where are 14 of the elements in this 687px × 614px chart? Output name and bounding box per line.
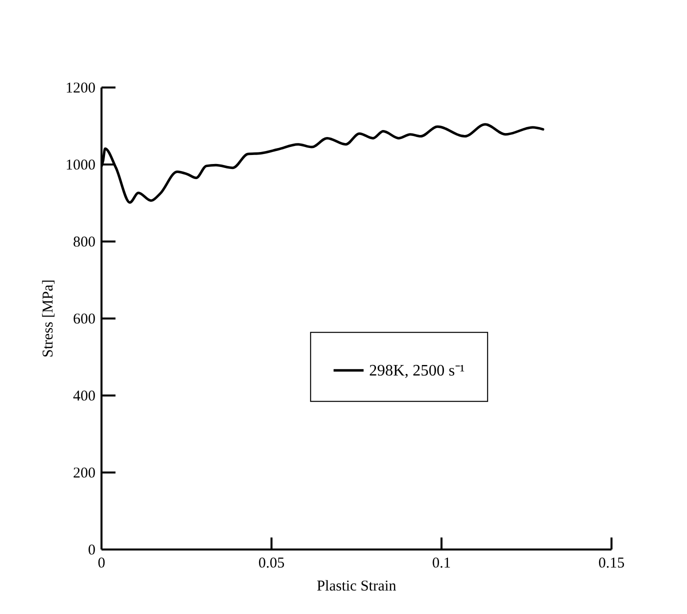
y-tick-label: 400 [73,388,96,404]
x-tick-label: 0.05 [258,556,285,572]
x-tick-label: 0.15 [598,556,625,572]
y-tick-label: 800 [73,234,96,250]
y-tick-label: 200 [73,466,96,482]
y-tick-label: 600 [73,312,96,328]
y-axis-title: Stress [MPa] [40,280,56,358]
y-tick-label: 1200 [66,80,96,96]
x-tick-label: 0.1 [432,556,451,572]
y-tick-label: 1000 [66,158,96,174]
y-tick-label: 0 [88,542,96,558]
x-axis-title: Plastic Strain [316,578,397,594]
x-tick-label: 0 [98,556,106,572]
legend-label: 298K, 2500 s⁻¹ [369,362,465,380]
